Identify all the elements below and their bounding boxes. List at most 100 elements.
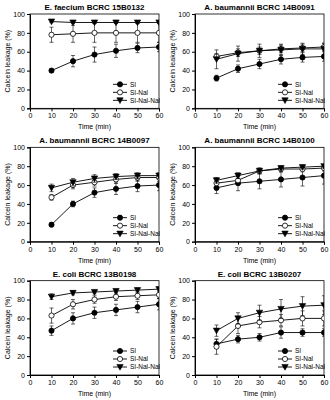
legend-marker [282,215,287,220]
error-bar [114,304,118,315]
error-bar [215,75,219,81]
x-tick-mark [217,242,218,245]
x-tick-label: 40 [113,379,121,386]
error-cap [258,327,262,328]
series-line [217,176,325,188]
y-tick: 0 [186,105,195,112]
y-tick: 40 [182,334,195,341]
legend-marker [282,231,288,237]
x-tick-mark [324,108,325,111]
x-tick: 30 [256,375,264,386]
y-axis-line [27,281,31,375]
x-tick-mark [281,375,282,378]
panel: 0102030405060020406080100E. coli BCRC 13… [169,270,328,398]
data-point [278,330,283,335]
data-point [300,55,305,60]
plot-frame [195,147,324,241]
x-tick-mark [260,108,261,111]
data-point [257,320,262,325]
data-point [299,304,305,310]
error-bar [50,195,54,201]
error-cap [93,42,97,43]
y-tick-mark [192,14,195,15]
x-tick: 20 [235,242,243,253]
y-tick: 80 [182,30,195,37]
x-tick-label: 30 [91,246,99,253]
error-cap [93,174,97,175]
x-tick-label: 30 [91,379,99,386]
error-cap [157,181,159,182]
series-line [217,49,325,59]
y-tick: 60 [17,48,30,55]
x-tick-label: 60 [156,112,164,119]
x-tick-label: 50 [299,112,307,119]
y-tick-label: 100 [13,144,25,151]
error-bar [136,301,140,312]
y-tick: 20 [182,86,195,93]
data-point [256,310,262,316]
legend: SISI-NalSI-Nal-Nal [113,81,161,104]
data-point [156,173,159,179]
y-tick-mark [27,318,30,319]
legend: SISI-NalSI-Nal-Nal [278,347,326,370]
data-point [256,168,262,174]
error-cap [215,339,219,340]
y-tick-mark [192,242,195,243]
data-point [113,30,118,35]
y-tick-label: 60 [17,315,25,322]
data-point [113,20,119,26]
y-tick-label: 100 [13,277,25,284]
x-tick-label: 10 [48,379,56,386]
y-axis: 020406080100 [13,11,30,112]
x-axis-line [31,242,160,245]
error-bar [322,329,324,337]
error-cap [258,333,262,334]
x-tick: 60 [156,242,164,253]
series-line [217,333,325,344]
y-tick-mark [192,33,195,34]
x-tick-label: 30 [91,112,99,119]
error-cap [215,68,219,69]
y-tick-mark [27,147,30,148]
x-axis: 0102030405060 [29,375,164,386]
series-line [52,33,160,35]
x-tick-mark [73,242,74,245]
error-bar [157,23,159,42]
y-axis: 020406080100 [178,11,195,112]
data-point [278,166,284,172]
x-tick: 50 [134,108,142,119]
error-bar [93,296,97,304]
y-tick: 20 [17,220,30,227]
x-tick-mark [138,375,139,378]
data-point [278,306,284,312]
error-cap [71,178,75,179]
panel: 0102030405060020406080100A. baumannii BC… [169,3,328,131]
x-axis: 0102030405060 [29,108,164,119]
x-axis-title: Time (min) [243,123,276,131]
error-cap [301,328,305,329]
error-cap [236,333,240,334]
x-tick: 60 [321,242,329,253]
error-cap [114,42,118,43]
error-bar [50,223,54,227]
legend-marker [117,364,123,370]
y-tick-label: 40 [182,334,190,341]
y-tick: 60 [182,315,195,322]
y-tick-label: 80 [182,30,190,37]
data-point [92,310,97,315]
legend-label: SI-Nal [295,222,314,229]
y-tick-mark [192,223,195,224]
error-cap [71,55,75,56]
x-tick-label: 30 [256,112,264,119]
plot-frame [195,14,324,108]
y-tick-label: 40 [182,67,190,74]
x-tick: 40 [278,375,286,386]
data-point [235,323,240,328]
error-bar [93,47,97,62]
y-tick: 20 [182,220,195,227]
y-axis-line [192,148,196,242]
series-line [217,166,325,180]
legend-label: SI [295,214,301,221]
y-tick: 0 [21,105,30,112]
error-cap [301,186,305,187]
